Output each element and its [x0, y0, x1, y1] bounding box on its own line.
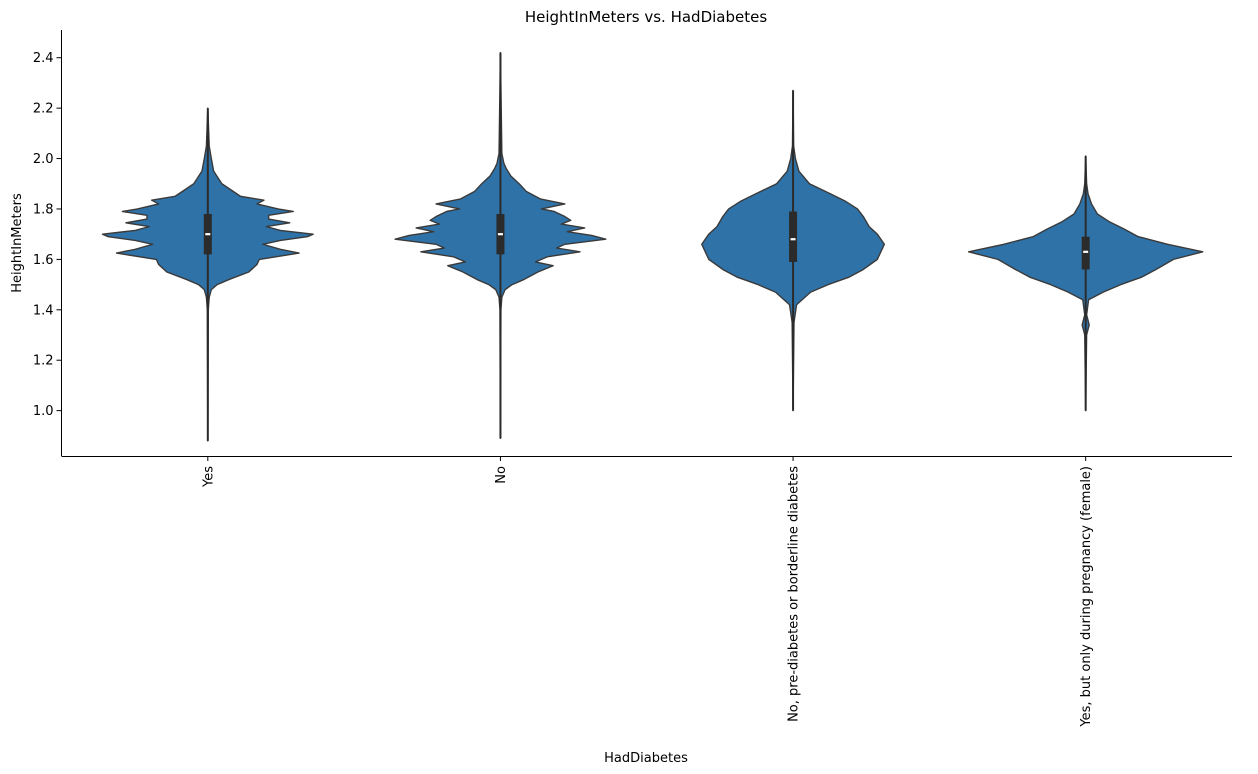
violin-median [497, 233, 503, 236]
y-tick-label: 2.4 [33, 51, 54, 66]
violin-median [1083, 250, 1089, 253]
y-tick-label: 1.8 [33, 202, 54, 217]
y-axis: 1.0 1.2 1.4 1.6 1.8 2.0 2.2 2.4 [33, 51, 62, 419]
x-tick-label: No, pre-diabetes or borderline diabetes [787, 466, 802, 722]
x-tick-label: Yes [201, 466, 216, 488]
violin-median [205, 233, 211, 236]
x-tick-label: Yes, but only during pregnancy (female) [1079, 466, 1094, 728]
x-tick-label: No [494, 466, 509, 484]
violin-iqr-box [789, 211, 798, 262]
y-tick-label: 2.2 [33, 102, 54, 117]
y-tick-label: 1.4 [33, 303, 54, 318]
violins-layer [101, 51, 1204, 442]
violin-median [790, 238, 796, 241]
chart-title: HeightInMeters vs. HadDiabetes [525, 8, 768, 26]
x-axis: Yes No No, pre-diabetes or borderline diab… [201, 456, 1094, 728]
violin-iqr-box [1081, 236, 1090, 270]
y-axis-label: HeightInMeters [10, 193, 25, 293]
y-tick-label: 1.0 [33, 404, 54, 419]
y-tick-label: 2.0 [33, 152, 54, 167]
y-tick-label: 1.2 [33, 354, 54, 369]
y-tick-label: 1.6 [33, 253, 54, 268]
x-axis-label: HadDiabetes [604, 751, 688, 766]
